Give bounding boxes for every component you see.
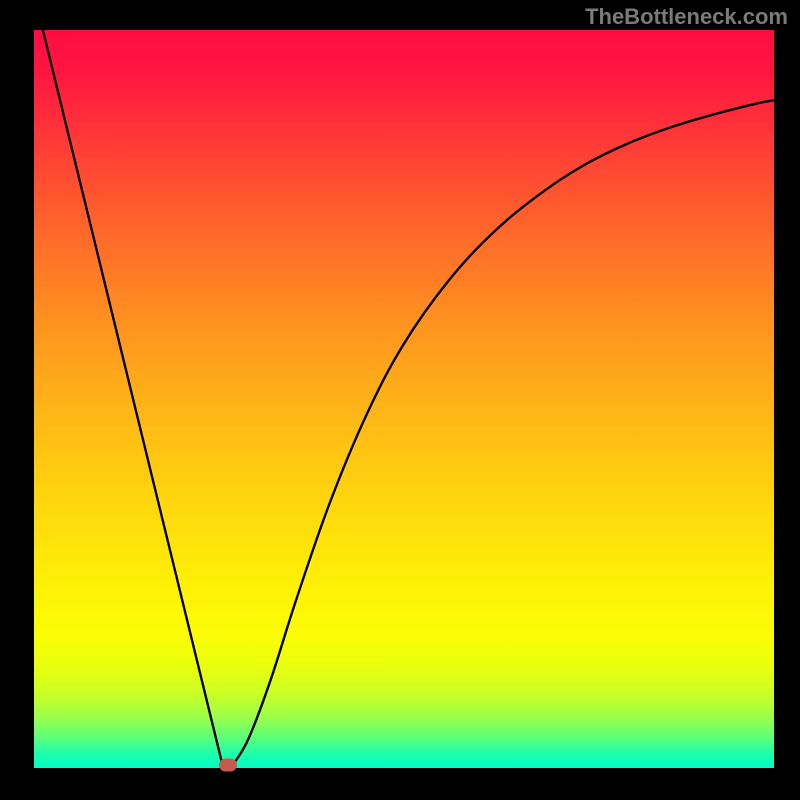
bottleneck-curve [34,30,774,768]
plot-area [34,30,774,768]
chart-container: TheBottleneck.com [0,0,800,800]
watermark-text: TheBottleneck.com [585,4,788,30]
optimal-point-marker [219,759,237,772]
